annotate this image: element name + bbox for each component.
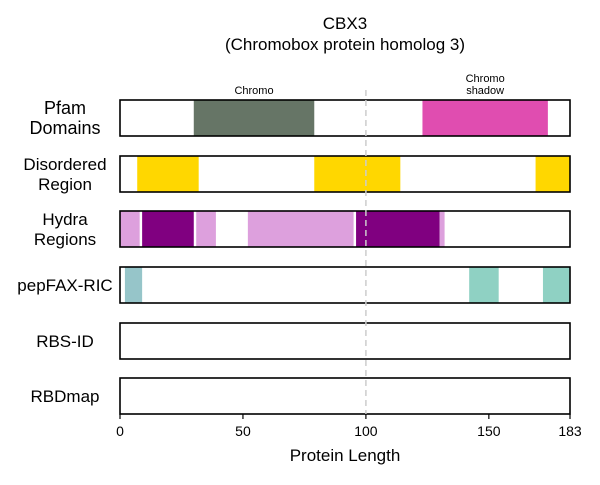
segment bbox=[124, 267, 143, 303]
x-tick-label: 50 bbox=[235, 423, 251, 439]
x-axis: 0 50 100 150 183 bbox=[116, 414, 582, 439]
segment bbox=[469, 267, 499, 303]
chart-subtitle: (Chromobox protein homolog 3) bbox=[225, 35, 465, 54]
track-frame bbox=[119, 266, 571, 304]
track-label-line: Region bbox=[38, 175, 92, 194]
segment-label: Chromo bbox=[234, 85, 273, 97]
track-label: pepFAX-RIC bbox=[17, 276, 112, 295]
track-label-line: Disordered bbox=[23, 155, 106, 174]
track: Hydra Regions bbox=[34, 210, 571, 249]
segment bbox=[193, 100, 315, 136]
track: RBDmap bbox=[31, 377, 571, 415]
x-tick-label: 0 bbox=[116, 423, 124, 439]
x-tick-label: 150 bbox=[477, 423, 501, 439]
segment bbox=[247, 211, 354, 247]
track-label: RBDmap bbox=[31, 387, 100, 406]
track-label: Pfam Domains bbox=[29, 98, 100, 138]
x-tick-label: 100 bbox=[354, 423, 378, 439]
track-frame bbox=[119, 210, 571, 248]
track: Disordered Region bbox=[23, 155, 571, 194]
segment bbox=[142, 211, 194, 247]
track-label: Hydra Regions bbox=[34, 210, 96, 249]
segment bbox=[356, 211, 440, 247]
segment-label-line: shadow bbox=[466, 85, 504, 97]
track: pepFAX-RIC bbox=[17, 266, 571, 304]
track-label-line: Domains bbox=[29, 118, 100, 138]
track-label-line: RBS-ID bbox=[36, 332, 94, 351]
segment bbox=[120, 211, 140, 247]
track-frame bbox=[119, 155, 571, 193]
segment bbox=[535, 156, 570, 192]
segment bbox=[314, 156, 401, 192]
track-frame bbox=[119, 322, 571, 360]
track-label: Disordered Region bbox=[23, 155, 106, 194]
track-label-line: Hydra bbox=[42, 210, 88, 229]
track: RBS-ID bbox=[36, 322, 571, 360]
segment bbox=[137, 156, 199, 192]
segment bbox=[439, 211, 445, 247]
track-label-line: Pfam bbox=[44, 98, 86, 118]
track-frame bbox=[119, 99, 571, 137]
x-axis-label: Protein Length bbox=[290, 446, 401, 465]
track-label-line: Regions bbox=[34, 230, 96, 249]
segment-label-line: Chromo bbox=[234, 85, 273, 97]
chart-title: CBX3 bbox=[323, 14, 367, 33]
track-label: RBS-ID bbox=[36, 332, 94, 351]
track-label-line: RBDmap bbox=[31, 387, 100, 406]
segment bbox=[422, 100, 548, 136]
track-label-line: pepFAX-RIC bbox=[17, 276, 112, 295]
track-frame bbox=[119, 377, 571, 415]
segment-label: Chromo shadow bbox=[466, 73, 505, 97]
segment-label-line: Chromo bbox=[466, 73, 505, 85]
x-tick-label: 183 bbox=[558, 423, 582, 439]
segment bbox=[542, 267, 570, 303]
segment bbox=[196, 211, 216, 247]
